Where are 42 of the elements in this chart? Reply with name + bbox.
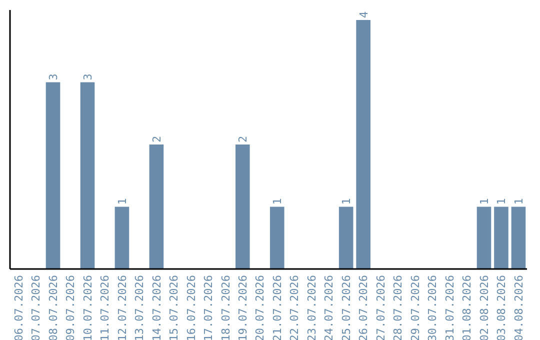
data-label: 2 bbox=[150, 136, 164, 142]
data-label: 2 bbox=[236, 136, 250, 142]
data-label: 3 bbox=[47, 74, 60, 80]
x-tick-label: 28.07.2026 bbox=[392, 275, 405, 340]
bar bbox=[338, 206, 354, 269]
x-tick-label: 10.07.2026 bbox=[81, 275, 94, 340]
x-tick-label: 26.07.2026 bbox=[357, 275, 370, 340]
data-label: 1 bbox=[271, 198, 284, 205]
data-label: 1 bbox=[495, 198, 508, 205]
bar bbox=[356, 20, 370, 269]
bar bbox=[476, 206, 492, 269]
x-tick-label: 18.07.2026 bbox=[219, 275, 232, 340]
x-tick-label: 16.07.2026 bbox=[184, 275, 198, 340]
bar bbox=[46, 82, 60, 269]
bar bbox=[494, 206, 508, 269]
x-tick-label: 27.07.2026 bbox=[374, 275, 388, 340]
data-label: 1 bbox=[340, 198, 354, 205]
x-tick-label: 14.07.2026 bbox=[150, 275, 164, 340]
bar bbox=[80, 82, 95, 269]
x-tick-label: 20.07.2026 bbox=[254, 275, 267, 340]
x-tick-label: 19.07.2026 bbox=[236, 275, 250, 340]
data-label: 1 bbox=[478, 198, 491, 205]
x-tick-label: 17.07.2026 bbox=[202, 275, 216, 340]
x-tick-label: 15.07.2026 bbox=[168, 275, 181, 340]
data-label: 4 bbox=[357, 11, 370, 18]
x-tick-label: 22.07.2026 bbox=[288, 275, 302, 340]
x-tick-label: 12.07.2026 bbox=[116, 275, 129, 340]
x-tick-label: 29.07.2026 bbox=[408, 275, 422, 340]
bar bbox=[235, 144, 250, 269]
bar bbox=[149, 144, 164, 269]
bar bbox=[511, 206, 526, 269]
bar bbox=[270, 206, 284, 269]
x-tick-label: 25.07.2026 bbox=[340, 275, 353, 340]
x-tick-label: 21.07.2026 bbox=[270, 275, 284, 340]
data-label: 3 bbox=[81, 74, 94, 80]
x-tick-label: 24.07.2026 bbox=[322, 275, 336, 340]
x-tick-label: 13.07.2026 bbox=[133, 275, 146, 340]
x-tick-label: 23.07.2026 bbox=[305, 275, 318, 340]
bar bbox=[114, 206, 130, 269]
data-label: 1 bbox=[116, 198, 129, 205]
x-tick-label: 11.07.2026 bbox=[98, 275, 112, 340]
data-label: 1 bbox=[512, 198, 526, 205]
